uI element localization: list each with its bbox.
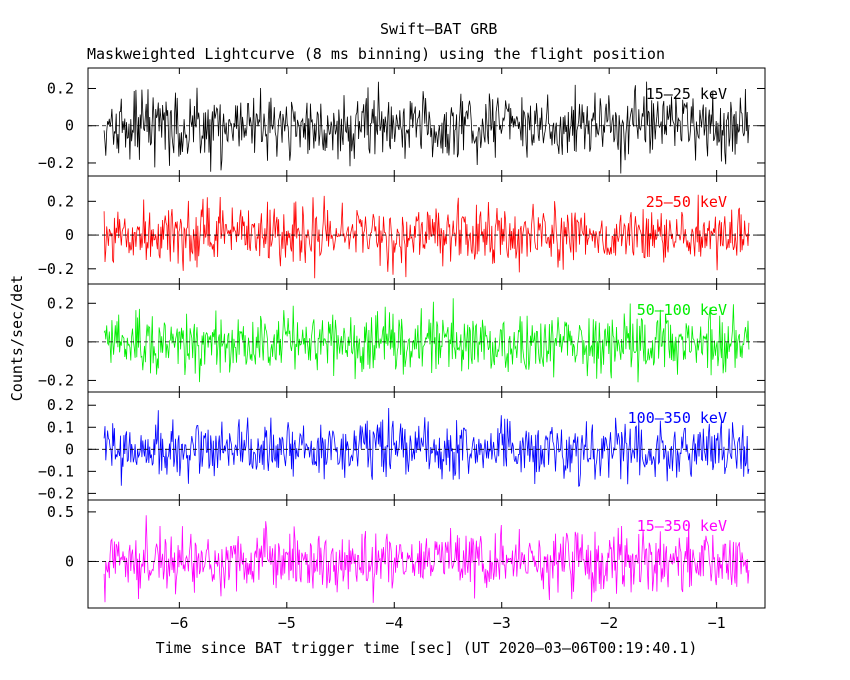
band-label-3: 100–350 keV [628,409,727,427]
x-tick-label-2: −4 [385,614,403,632]
series-line-3 [103,407,750,487]
series-line-2 [103,298,750,383]
x-tick-label-0: −6 [170,614,188,632]
y-tick-label-1-0: −0.2 [38,260,74,278]
y-tick-label-0-2: 0.2 [47,79,74,97]
y-tick-label-3-4: 0.2 [47,396,74,414]
y-tick-label-1-2: 0.2 [47,192,74,210]
y-tick-label-2-0: −0.2 [38,371,74,389]
x-tick-label-3: −3 [493,614,511,632]
y-tick-label-4-0: 0 [65,552,74,570]
x-tick-label-5: −1 [708,614,726,632]
y-tick-label-3-3: 0.1 [47,418,74,436]
x-tick-label-4: −2 [600,614,618,632]
chart-subtitle: Maskweighted Lightcurve (8 ms binning) u… [87,45,665,63]
y-tick-label-2-2: 0.2 [47,294,74,312]
band-label-4: 15–350 keV [637,517,727,535]
y-tick-label-3-2: 0 [65,440,74,458]
x-tick-label-1: −5 [278,614,296,632]
series-line-4 [103,515,750,603]
y-tick-label-3-0: −0.2 [38,484,74,502]
y-tick-label-0-1: 0 [65,117,74,135]
y-tick-label-0-0: −0.2 [38,154,74,172]
band-label-1: 25–50 keV [646,193,727,211]
band-label-0: 15–25 keV [646,85,727,103]
panel-frame-4 [87,499,766,609]
y-tick-label-1-1: 0 [65,226,74,244]
x-axis-label: Time since BAT trigger time [sec] (UT 20… [156,639,698,657]
y-axis-label: Counts/sec/det [8,275,26,401]
y-tick-label-3-1: −0.1 [38,462,74,480]
chart-title: Swift–BAT GRB [380,20,498,38]
y-tick-label-2-1: 0 [65,333,74,351]
series-line-0 [103,81,750,174]
band-label-2: 50–100 keV [637,301,727,319]
y-tick-label-4-1: 0.5 [47,503,74,521]
